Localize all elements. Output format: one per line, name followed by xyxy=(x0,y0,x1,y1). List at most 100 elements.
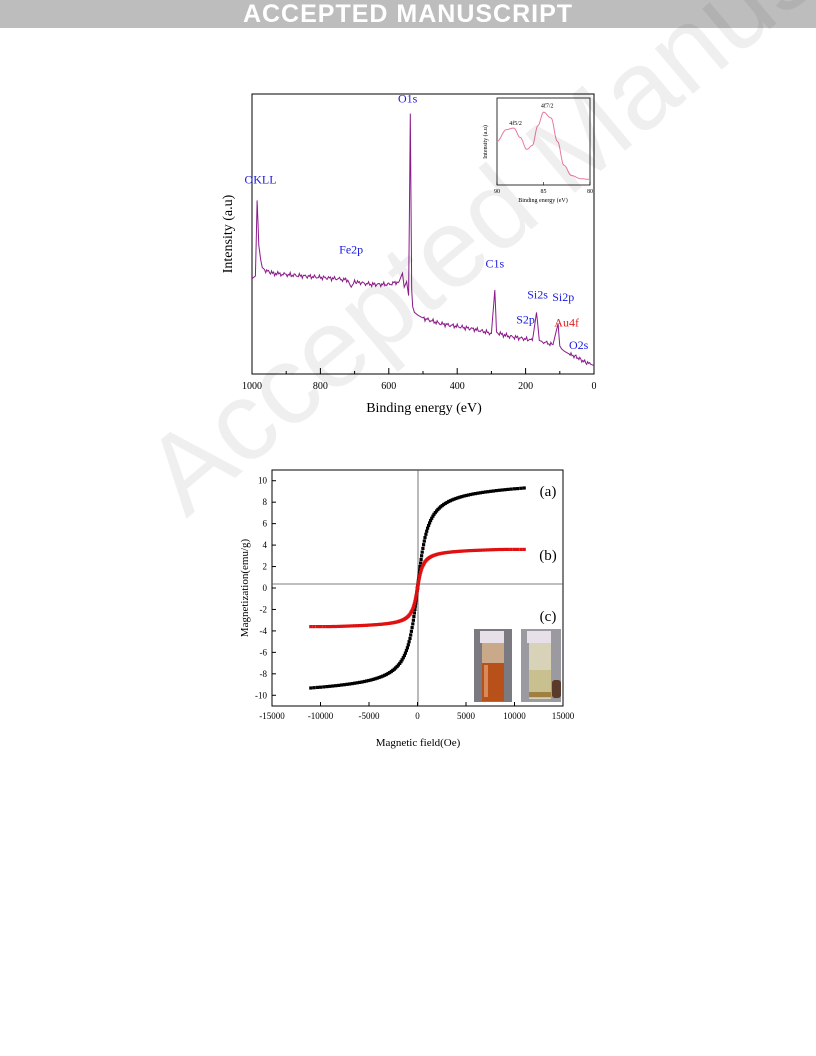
mag-point xyxy=(322,685,326,689)
mag-point xyxy=(369,678,373,682)
mag-y-tick-label: 8 xyxy=(263,497,268,507)
inset-spectrum-line xyxy=(496,111,591,180)
label-a: (a) xyxy=(540,484,557,500)
label-c: (c) xyxy=(540,609,557,625)
mag-point xyxy=(315,685,319,689)
mag-point xyxy=(398,661,402,665)
mag-point xyxy=(371,677,375,681)
mag-point xyxy=(506,547,510,551)
mag-point xyxy=(464,549,468,553)
mag-point xyxy=(412,611,416,615)
mag-point xyxy=(309,686,313,690)
mag-x-tick-label: 15000 xyxy=(552,711,575,721)
mag-y-tick-label: -10 xyxy=(255,690,267,700)
mag-point xyxy=(373,623,377,627)
mag-point xyxy=(448,499,452,503)
mag-y-tick-label: -4 xyxy=(260,626,268,636)
mag-point xyxy=(379,622,383,626)
mag-point xyxy=(458,495,462,499)
mag-point xyxy=(419,570,423,574)
mag-point xyxy=(503,488,507,492)
mag-point xyxy=(334,684,338,688)
mag-point xyxy=(402,653,406,658)
mag-point xyxy=(334,624,338,629)
mag-point xyxy=(503,547,507,551)
inset-peak-labels: 4f5/2 4f7/2 xyxy=(509,102,553,126)
xps-peak-label: Fe2p xyxy=(339,243,363,257)
mag-point xyxy=(522,486,526,490)
mag-point xyxy=(443,501,447,505)
mag-point xyxy=(358,680,362,684)
mag-point xyxy=(348,624,352,628)
mag-point xyxy=(476,491,480,495)
mag-point xyxy=(432,512,436,516)
inset-ylabel: Intensity (a.u) xyxy=(482,125,489,159)
mag-point xyxy=(406,643,410,647)
mag-point xyxy=(519,547,523,551)
mag-y-tick-label: -2 xyxy=(260,604,268,614)
mag-point xyxy=(412,603,416,607)
mag-point xyxy=(353,681,357,685)
mag-point xyxy=(322,625,326,629)
mag-point xyxy=(466,493,470,497)
label-b: (b) xyxy=(539,548,557,564)
mag-point xyxy=(411,622,415,626)
mag-ylabel: Magnetization(emu/g) xyxy=(239,538,251,637)
inset-xlabel: Binding energy (eV) xyxy=(518,197,568,204)
inset-x-tick-label: 90 xyxy=(494,189,500,195)
mag-y-tick-label: 6 xyxy=(263,519,268,529)
mag-point xyxy=(512,547,516,551)
mag-y-tick-label: 0 xyxy=(263,583,268,593)
mag-point xyxy=(420,550,424,554)
xps-peak-label: Au4f xyxy=(554,315,579,329)
mag-point xyxy=(425,529,429,533)
mag-point xyxy=(377,622,381,626)
mag-point xyxy=(371,623,375,627)
mag-point xyxy=(381,622,385,626)
xps-xlabel: Binding energy (eV) xyxy=(366,401,482,416)
xps-ylabel: Intensity (a.u) xyxy=(221,194,236,273)
xps-peak-label: O1s xyxy=(398,91,418,105)
mag-point xyxy=(489,548,493,552)
mag-point xyxy=(478,548,482,552)
mag-point xyxy=(413,600,417,604)
mag-point xyxy=(325,685,329,689)
inset-x-tick-label: 85 xyxy=(541,189,547,195)
mag-point xyxy=(476,548,480,552)
mag-point xyxy=(331,624,335,629)
mag-point xyxy=(319,685,323,689)
xps-peak-labels: OKLL O1s Fe2p C1s Si2s S2p Si2p Au4f O2s xyxy=(245,91,589,351)
mag-point xyxy=(325,625,329,629)
mag-point xyxy=(460,495,464,499)
mag-point xyxy=(369,623,373,627)
mag-point xyxy=(420,554,424,558)
mag-point xyxy=(358,624,362,628)
mag-point xyxy=(414,596,418,600)
mag-point xyxy=(447,550,451,554)
mag-point xyxy=(403,651,407,655)
mag-point xyxy=(414,594,418,598)
mag-point xyxy=(386,621,390,626)
xps-x-tick-label: 200 xyxy=(518,381,533,392)
mag-point xyxy=(355,681,359,685)
xps-spectrum-line xyxy=(251,113,595,367)
mag-point xyxy=(339,624,344,628)
mag-point xyxy=(509,487,513,491)
xps-peak-label: Si2s xyxy=(527,287,548,301)
mag-point xyxy=(401,656,405,660)
mag-point xyxy=(413,607,417,611)
mag-point xyxy=(418,572,422,576)
xps-x-tick-label: 600 xyxy=(381,381,396,392)
mag-xlabel: Magnetic field(Oe) xyxy=(376,737,461,749)
mag-point xyxy=(462,549,466,553)
xps-peak-label: Si2p xyxy=(552,290,574,304)
mag-point xyxy=(447,499,451,504)
mag-point xyxy=(516,547,520,551)
mag-point xyxy=(345,682,349,686)
xps-x-tick-label: 0 xyxy=(592,381,597,392)
mag-point xyxy=(350,682,354,686)
mag-point xyxy=(428,521,432,525)
mag-point xyxy=(413,598,417,602)
mag-point xyxy=(404,648,408,653)
mag-point xyxy=(411,605,415,609)
